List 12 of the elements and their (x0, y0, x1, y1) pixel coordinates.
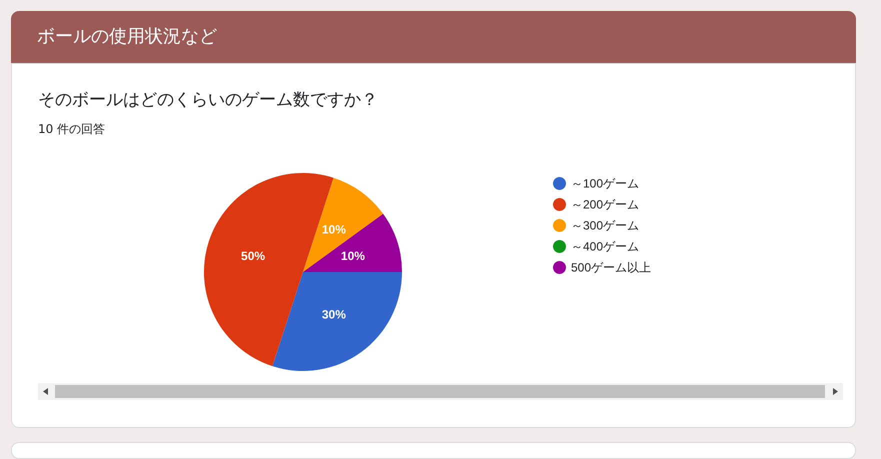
chart-subtitle: そのボールはどのくらいのゲーム数ですか？ (38, 89, 378, 111)
data-label: 10% (340, 248, 366, 263)
data-label: 30% (322, 307, 346, 322)
legend-label: ～200ゲーム (571, 198, 640, 212)
legend-label: ～100ゲーム (571, 176, 640, 190)
data-label: 50% (241, 248, 266, 263)
text: 10 件の回答 (38, 121, 106, 138)
legend-label: 500ゲーム以上 (571, 260, 652, 274)
legend-label: ～300ゲーム (571, 218, 640, 232)
legend-label: ～400ゲーム (571, 240, 640, 254)
data-label: 10% (322, 222, 346, 237)
chart-title: ボールの使用状況など (11, 11, 856, 63)
